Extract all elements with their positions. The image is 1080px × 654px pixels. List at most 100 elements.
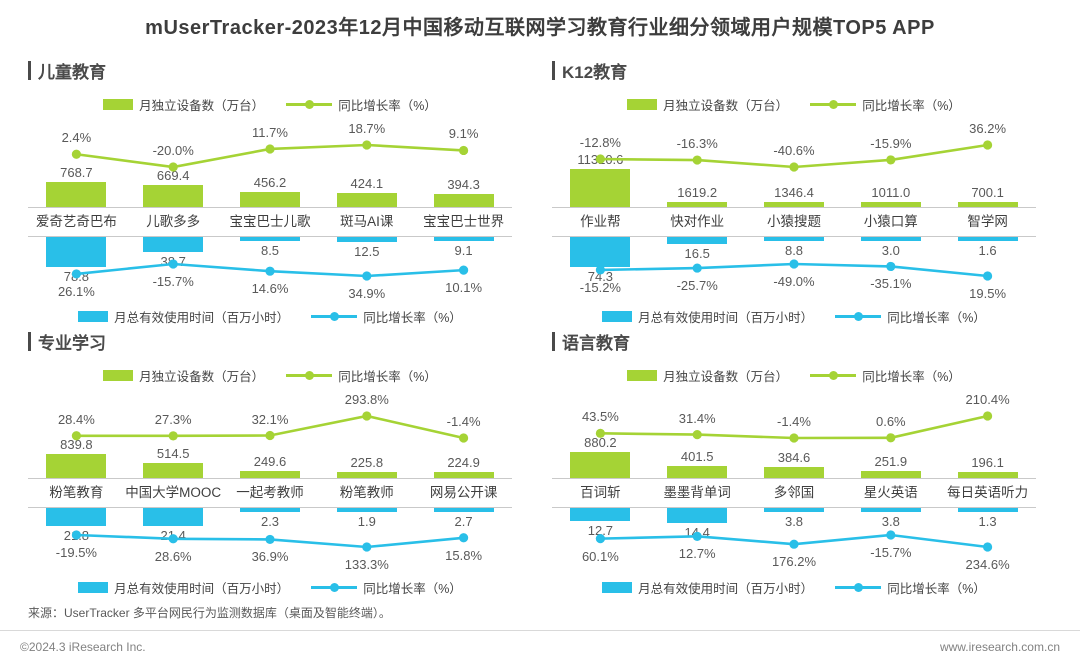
usage-legend-bar-item: 月总有效使用时间（百万小时） <box>78 307 289 326</box>
section-title: K12教育 <box>552 58 627 83</box>
category-label: 爱奇艺奇巴布 <box>35 214 117 229</box>
device-bar <box>240 192 300 207</box>
usage-growth-label: 36.9% <box>251 549 289 565</box>
usage-legend-line-label: 同比增长率（%） <box>363 581 462 596</box>
category-label: 每日英语听力 <box>947 485 1029 500</box>
device-bar <box>570 169 631 207</box>
device-growth-label: -12.8% <box>579 135 621 151</box>
usage-growth-label: 19.5% <box>969 286 1007 301</box>
category-axis-bottom-line <box>552 507 1036 508</box>
usage-growth-label: -35.1% <box>870 276 912 292</box>
usage-bar <box>570 508 631 522</box>
usage-value-label: 38.7 <box>160 253 186 269</box>
category-label: 儿歌多多 <box>146 214 201 229</box>
device-value-label: 456.2 <box>253 175 287 191</box>
device-value-label: 880.2 <box>584 435 617 450</box>
usage-line-swatch <box>311 311 358 321</box>
usage-bar <box>143 237 204 252</box>
quadrant-1: 儿童教育月独立设备数（万台） 同比增长率（%） 月总有效使用时间（百万小时） 同比增长… <box>28 58 512 327</box>
devices-legend-line-label: 同比增长率（%） <box>862 369 961 384</box>
usage-value-label: 14.4 <box>684 525 710 540</box>
usage-legend-bar-label: 月总有效使用时间（百万小时） <box>638 581 814 596</box>
usage-value-label: 8.5 <box>260 243 280 258</box>
usage-legend-line-label: 同比增长率（%） <box>363 310 462 325</box>
usage-legend-line-item: 同比增长率（%） <box>311 578 462 597</box>
devices-legend-bar-label: 月独立设备数（万台） <box>139 369 265 384</box>
usage-growth-label: 176.2% <box>771 554 817 570</box>
device-value-label: 839.8 <box>60 437 93 452</box>
section-title: 语言教育 <box>552 329 630 354</box>
usage-value-label: 21.4 <box>160 527 186 543</box>
device-bar <box>957 202 1018 207</box>
usage-legend-line-label: 同比增长率（%） <box>887 310 986 325</box>
section-title-text: 儿童教育 <box>38 63 106 82</box>
device-bar <box>570 452 631 478</box>
device-growth-label: 210.4% <box>965 392 1010 407</box>
category-label: 粉笔教师 <box>339 485 394 500</box>
usage-growth-label: 234.6% <box>965 557 1010 572</box>
devices-legend-line-label: 同比增长率（%） <box>338 369 437 384</box>
device-value-label: 225.8 <box>350 454 384 470</box>
usage-growth-label: -15.2% <box>579 279 621 295</box>
device-growth-label: 293.8% <box>344 392 389 407</box>
devices-legend-line-label: 同比增长率（%） <box>862 98 961 113</box>
section-title-text: K12教育 <box>562 63 628 82</box>
category-label: 粉笔教育 <box>49 485 104 500</box>
device-value-label: 384.6 <box>777 449 811 465</box>
category-axis-top-line <box>28 478 512 479</box>
devices-legend-bar-label: 月独立设备数（万台） <box>663 369 789 384</box>
usage-legend-bar-label: 月总有效使用时间（百万小时） <box>638 310 814 325</box>
usage-line-swatch-dot <box>330 311 340 321</box>
usage-bar-swatch <box>602 310 633 322</box>
usage-growth-label: -15.7% <box>870 545 912 560</box>
copyright-text: ©2024.3 iResearch Inc. <box>20 640 146 654</box>
quadrant-4: 语言教育 月独立设备数（万台） 同比增长率（%） 月总有效使用时间（百万小时） 同比增长… <box>552 329 1036 598</box>
page-title: mUserTracker-2023年12月中国移动互联网学习教育行业细分领域用户… <box>145 17 935 39</box>
category-axis-bottom-line <box>552 236 1036 237</box>
category-label: 网易公开课 <box>429 485 498 500</box>
usage-bar <box>46 237 107 267</box>
devices-line-swatch <box>286 370 333 380</box>
device-bar <box>143 463 204 478</box>
device-value-label: 251.9 <box>874 453 908 469</box>
device-bar <box>957 472 1018 478</box>
category-label: 小猿搜题 <box>767 214 821 229</box>
usage-growth-label: 10.1% <box>445 280 483 296</box>
device-growth-label: 31.4% <box>678 410 716 426</box>
device-value-label: 1011.0 <box>871 185 911 200</box>
category-label: 星火英语 <box>863 485 918 500</box>
device-growth-label: 0.6% <box>875 413 906 429</box>
device-value-label: 700.1 <box>971 185 1004 200</box>
device-growth-label: 32.1% <box>251 411 289 427</box>
footer-divider <box>0 630 1080 631</box>
usage-bar-swatch <box>78 310 109 322</box>
usage-bar-swatch <box>602 581 633 593</box>
category-label: 智学网 <box>967 214 1008 229</box>
device-value-label: 1619.2 <box>677 184 718 200</box>
device-value-label: 1346.4 <box>774 185 814 200</box>
devices-legend: 月独立设备数（万台） 同比增长率（%） <box>28 95 512 114</box>
usage-growth-label: 15.8% <box>445 547 483 563</box>
devices-legend-line-item: 同比增长率（%） <box>286 366 437 385</box>
usage-growth-label: -15.7% <box>152 274 194 289</box>
usage-growth-label: -49.0% <box>773 274 815 289</box>
device-growth-label: -16.3% <box>676 136 718 152</box>
devices-legend: 月独立设备数（万台） 同比增长率（%） <box>28 366 512 385</box>
device-bar <box>46 182 107 207</box>
usage-growth-label: 133.3% <box>344 557 389 572</box>
device-value-label: 249.6 <box>253 453 287 469</box>
usage-value-label: 8.8 <box>784 243 804 258</box>
device-growth-label: 18.7% <box>348 121 386 136</box>
devices-legend-bar-item: 月独立设备数（万台） <box>103 95 264 114</box>
usage-bar <box>764 237 824 241</box>
devices-legend-bar-item: 月独立设备数（万台） <box>627 95 788 114</box>
section-title: 儿童教育 <box>28 58 106 83</box>
usage-bar-swatch <box>78 581 109 593</box>
usage-bar <box>336 237 397 242</box>
devices-line-swatch <box>810 370 857 380</box>
category-label: 宝宝巴士儿歌 <box>229 214 311 229</box>
usage-value-label: 1.9 <box>357 514 376 529</box>
device-growth-label: 11.7% <box>252 124 288 140</box>
usage-bar <box>143 508 204 526</box>
devices-legend-bar-label: 月独立设备数（万台） <box>663 98 789 113</box>
